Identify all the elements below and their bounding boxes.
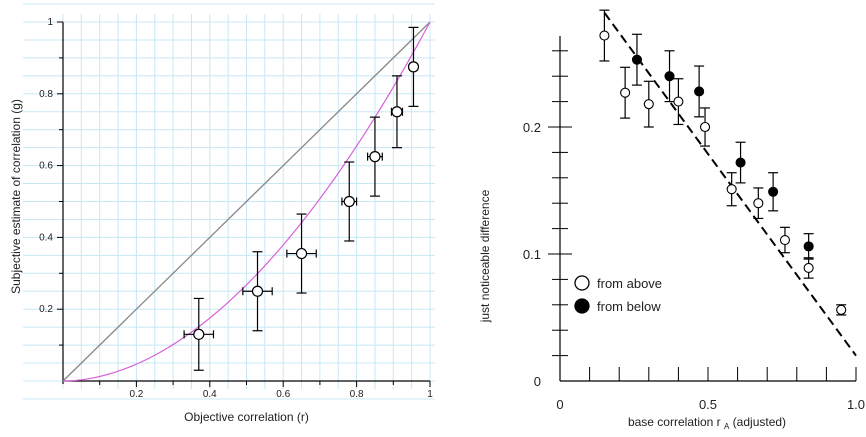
fit-line xyxy=(603,12,857,357)
x-tick-label: 0 xyxy=(556,397,563,412)
point-marker xyxy=(643,99,654,110)
data-point xyxy=(699,107,711,147)
data-point xyxy=(803,257,814,279)
data-point xyxy=(803,233,814,260)
point-marker xyxy=(726,184,737,195)
data-point xyxy=(694,65,705,118)
data-point xyxy=(836,304,847,316)
x-axis-title: base correlation r A (adjusted) xyxy=(628,415,786,431)
y-tick-label: 1 xyxy=(47,17,53,28)
y-tick-label: 0.6 xyxy=(39,161,53,172)
data-point xyxy=(599,9,610,62)
point-marker xyxy=(673,96,684,107)
data-point xyxy=(407,26,420,107)
data-point xyxy=(242,251,273,332)
x-tick-label: 0.8 xyxy=(350,389,364,400)
legend-label: from above xyxy=(597,276,662,291)
x-axis-title-subscript: A xyxy=(724,422,730,431)
x-tick-label: 0.4 xyxy=(203,389,217,400)
point-marker xyxy=(369,151,381,163)
x-axis-title-main: base correlation r xyxy=(628,415,724,429)
y-tick-label: 0.8 xyxy=(39,89,53,100)
y-tick-label: 0.2 xyxy=(39,304,53,315)
data-point xyxy=(286,213,317,294)
x-tick-label: 1 xyxy=(427,389,433,400)
data-point xyxy=(726,172,737,207)
legend-label: from below xyxy=(597,299,661,314)
point-marker xyxy=(631,54,643,65)
grid-lines xyxy=(23,3,435,400)
y-tick-label: 0.2 xyxy=(523,120,541,135)
point-marker xyxy=(391,106,403,118)
point-marker xyxy=(803,241,814,252)
series-from-above xyxy=(599,9,847,316)
x-axis-title: Objective correlation (r) xyxy=(184,410,309,424)
point-marker xyxy=(803,262,814,274)
point-marker xyxy=(251,285,264,297)
point-marker xyxy=(664,71,675,82)
y-tick-label: 0 xyxy=(534,374,541,389)
data-point xyxy=(735,141,746,184)
data-point xyxy=(753,187,764,220)
point-marker xyxy=(343,195,355,208)
data-point xyxy=(664,50,675,103)
right-chart: 0 0.5 1.0 0 0.1 0.2 base correlation r A (adju… xyxy=(478,9,865,431)
series-from-below xyxy=(631,33,814,260)
point-marker xyxy=(836,304,847,315)
point-marker xyxy=(779,234,791,246)
fit-curve xyxy=(62,21,431,382)
data-point xyxy=(768,172,779,212)
data-point xyxy=(341,161,358,242)
y-tick-label: 0.1 xyxy=(523,247,541,262)
data-point xyxy=(779,226,791,254)
point-marker xyxy=(599,30,610,41)
legend-marker xyxy=(574,275,590,291)
x-tick-label: 0.5 xyxy=(699,397,717,412)
data-point xyxy=(620,66,631,119)
point-marker xyxy=(694,86,705,97)
x-tick-label: 0.2 xyxy=(129,389,143,400)
point-marker xyxy=(699,121,711,133)
legend-marker xyxy=(574,298,590,314)
y-tick-label: 0.4 xyxy=(39,232,53,243)
data-point xyxy=(183,297,215,371)
x-axis-title-suffix: (adjusted) xyxy=(729,415,786,429)
legend: from above from below xyxy=(574,275,662,314)
y-axis-title: Subjective estimate of correlation (g) xyxy=(9,99,23,294)
point-marker xyxy=(735,157,746,168)
y-axis-title: just noticeable difference xyxy=(478,189,492,323)
point-marker xyxy=(753,198,764,209)
data-point xyxy=(631,33,643,86)
x-tick-label: 0.6 xyxy=(276,389,290,400)
x-tick-label: 1.0 xyxy=(847,397,865,412)
data-point xyxy=(367,116,383,197)
point-marker xyxy=(295,247,308,260)
point-marker xyxy=(193,328,205,340)
point-marker xyxy=(768,186,779,197)
identity-line xyxy=(62,21,431,382)
data-point xyxy=(643,80,654,128)
point-marker xyxy=(620,87,631,98)
data-point xyxy=(390,75,404,149)
left-chart: 0.2 0.4 0.6 0.8 1 0.2 0.4 0.6 0.8 1 Objective corr… xyxy=(9,3,435,424)
point-marker xyxy=(407,61,420,73)
